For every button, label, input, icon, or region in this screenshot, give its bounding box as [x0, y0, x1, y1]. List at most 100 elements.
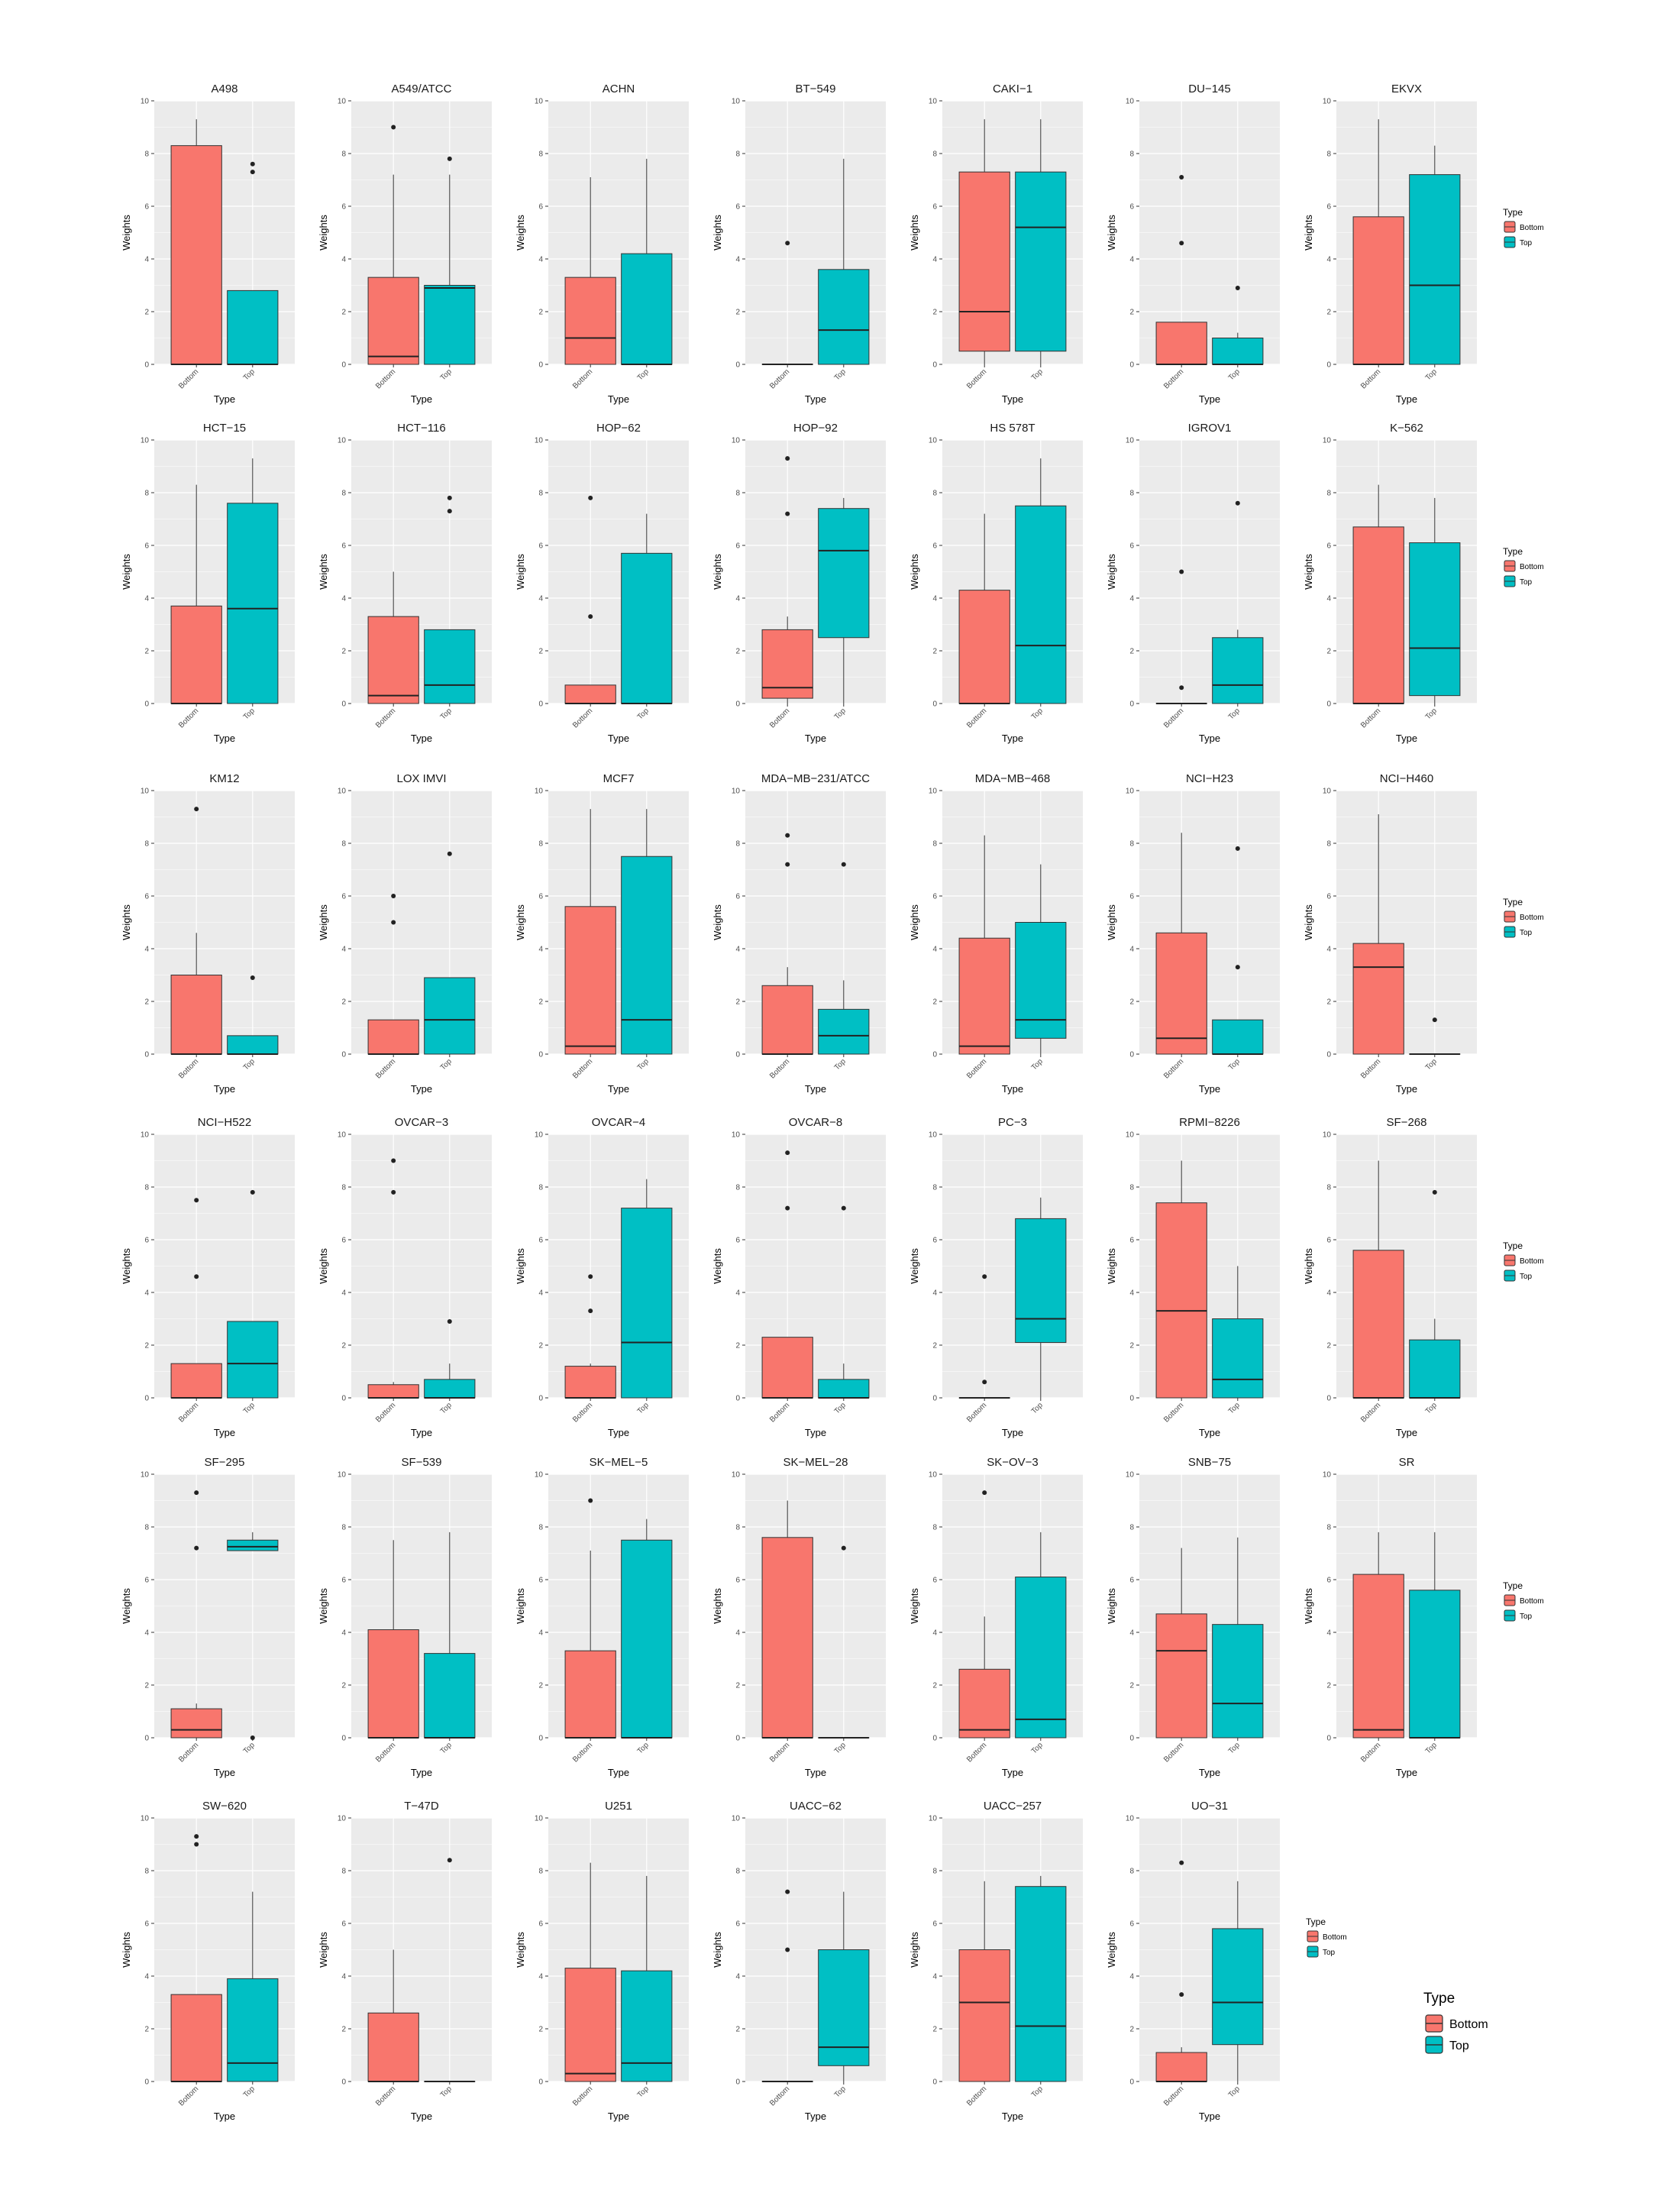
box-top	[1015, 1532, 1067, 1739]
y-tick-label: 6	[341, 542, 346, 551]
y-tick-label: 0	[932, 1395, 937, 1403]
y-tick-label: 0	[735, 1051, 740, 1059]
box-iqr	[958, 937, 1010, 1055]
panel-title: CAKI−1	[993, 82, 1032, 95]
outlier-point	[194, 1842, 199, 1847]
y-tick-label: 8	[341, 1184, 346, 1192]
y-tick-label: 10	[141, 788, 150, 796]
y-tick-label: 6	[735, 542, 740, 551]
y-tick-label: 0	[144, 1735, 149, 1743]
y-tick-label: 4	[538, 1289, 543, 1298]
x-axis-title: Type	[608, 733, 629, 744]
box-bottom	[1352, 1160, 1404, 1399]
y-axis-title: Weights	[318, 904, 329, 940]
y-tick-label: 6	[735, 1920, 740, 1929]
box-bottom	[761, 1889, 813, 2082]
panel-title: MDA−MB−468	[975, 772, 1050, 785]
y-tick-label: 8	[735, 1868, 740, 1876]
box-top	[227, 1189, 279, 1399]
x-axis-title: Type	[1199, 1767, 1220, 1778]
box-iqr	[1015, 922, 1067, 1039]
x-axis-title: Type	[1199, 2111, 1220, 2122]
y-tick-label: 10	[1323, 98, 1332, 106]
y-tick-label: 10	[929, 1131, 938, 1140]
x-axis-title: Type	[1002, 1083, 1023, 1095]
box-top	[1015, 458, 1067, 704]
box-top	[1015, 119, 1067, 364]
y-axis-title: Weights	[515, 215, 526, 251]
y-tick-label: 8	[1129, 840, 1134, 849]
box-iqr	[1212, 338, 1264, 365]
box-top	[1212, 1881, 1264, 2081]
y-tick-label: 0	[1129, 361, 1134, 370]
y-tick-label: 0	[735, 1735, 740, 1743]
box-bottom	[958, 513, 1010, 704]
outlier-point	[588, 495, 593, 500]
box-iqr	[818, 1949, 870, 2066]
y-tick-label: 6	[1129, 1237, 1134, 1245]
panel-title: ACHN	[603, 82, 635, 95]
y-tick-label: 10	[1323, 437, 1332, 445]
y-tick-label: 2	[932, 998, 937, 1007]
y-axis-title: Weights	[318, 1248, 329, 1284]
y-tick-label: 4	[1129, 946, 1134, 954]
y-tick-label: 6	[538, 1920, 543, 1929]
box-iqr	[1212, 1318, 1264, 1399]
outlier-point	[391, 125, 396, 130]
legend-label-top: Top	[1449, 2039, 1469, 2052]
box-iqr	[564, 684, 616, 704]
x-axis-title: Type	[214, 1427, 235, 1438]
outlier-point	[1432, 1017, 1437, 1023]
y-tick-label: 4	[735, 256, 740, 264]
y-tick-label: 8	[538, 1184, 543, 1192]
y-tick-label: 2	[341, 998, 346, 1007]
box-bottom	[1155, 833, 1207, 1055]
box-iqr	[1155, 932, 1207, 1055]
y-tick-label: 8	[735, 840, 740, 849]
y-tick-label: 6	[538, 542, 543, 551]
box-top	[1212, 285, 1264, 365]
outlier-point	[447, 1858, 452, 1863]
row-legend: Type Bottom Top	[1503, 1240, 1544, 1282]
y-tick-label: 10	[535, 1131, 544, 1140]
panel-title: HCT−15	[203, 422, 246, 435]
x-axis-title: Type	[214, 393, 235, 405]
y-axis-title: Weights	[121, 904, 132, 940]
y-tick-label: 4	[735, 595, 740, 603]
box-bottom	[367, 1540, 419, 1739]
box-iqr	[1212, 1624, 1264, 1739]
x-axis-title: Type	[1199, 1427, 1220, 1438]
box-top	[818, 497, 870, 704]
box-iqr	[424, 1653, 476, 1739]
y-tick-label: 0	[1326, 1051, 1331, 1059]
y-tick-label: 4	[341, 256, 346, 264]
row-legend: Type Bottom Top	[1503, 1580, 1544, 1622]
y-tick-label: 2	[341, 2026, 346, 2034]
y-tick-label: 2	[144, 309, 149, 317]
y-tick-label: 10	[535, 1815, 544, 1823]
y-tick-label: 8	[1326, 840, 1331, 849]
box-top	[1015, 1197, 1067, 1398]
box-top	[818, 158, 870, 365]
y-tick-label: 4	[144, 256, 149, 264]
y-axis-title: Weights	[909, 215, 920, 251]
y-tick-label: 2	[932, 309, 937, 317]
box-iqr	[958, 590, 1010, 704]
box-bottom	[761, 456, 813, 704]
panel-title: SF−295	[205, 1456, 245, 1469]
y-tick-label: 10	[1126, 437, 1135, 445]
y-tick-label: 4	[932, 946, 937, 954]
outlier-point	[982, 1274, 987, 1279]
row-legend: Type Bottom Top	[1503, 897, 1544, 938]
box-bottom	[1155, 1548, 1207, 1739]
box-bottom	[564, 809, 616, 1055]
